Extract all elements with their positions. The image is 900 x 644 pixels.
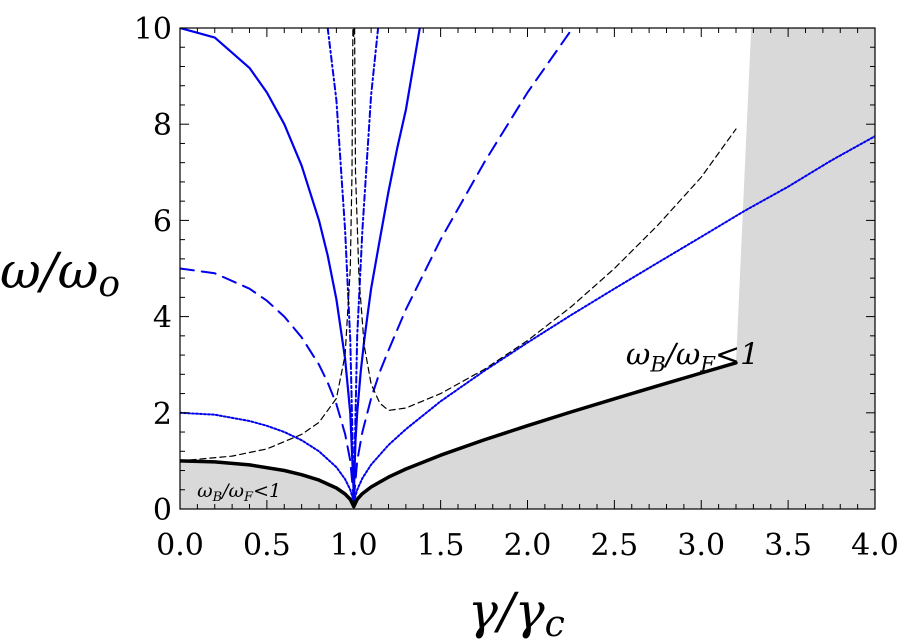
- region-left: [180, 460, 354, 509]
- y-tick-label: 10: [134, 12, 172, 47]
- x-tick-label: 1.0: [330, 528, 378, 563]
- series-layer: [180, 28, 875, 509]
- x-tick-label: 1.5: [417, 528, 465, 563]
- series-line-boundary-10: [180, 361, 738, 509]
- region-right: [353, 28, 875, 509]
- series-line-thin-dashed-8: [180, 28, 354, 462]
- y-tick-label: 6: [153, 204, 172, 239]
- y-tick-label: 0: [153, 493, 172, 528]
- x-axis-title: γ/γc: [468, 582, 565, 644]
- x-tick-label: 2.5: [591, 528, 639, 563]
- series-line-dashed-2: [180, 267, 355, 501]
- series-line-dotted-5: [352, 135, 875, 503]
- annotation-small: ωB/ωF<1: [197, 480, 281, 505]
- y-axis-title: ω/ωo: [0, 242, 120, 305]
- x-tick-label: 3.0: [677, 528, 725, 563]
- series-line-dashed-3: [352, 28, 574, 501]
- tick-labels: 0.0 0.5 1.0 1.5 2.0 2.5 3.0 3.5 4.0 0 2 4 6 8 10: [134, 12, 899, 563]
- series-line-dotted-4: [180, 411, 355, 503]
- x-tick-label: 3.5: [764, 528, 812, 563]
- annotation-large: ωB/ωF<1: [626, 338, 759, 377]
- tick-marks: [179, 27, 876, 510]
- series-line-dotdash-7: [352, 28, 380, 496]
- series-line-dotdash-6: [326, 28, 355, 496]
- x-tick-label: 0.0: [156, 528, 204, 563]
- shaded-regions: [180, 28, 875, 509]
- series-line-solid-1: [352, 28, 421, 496]
- y-tick-label: 2: [153, 397, 172, 432]
- x-tick-label: 0.5: [243, 528, 291, 563]
- y-tick-label: 4: [153, 301, 172, 336]
- y-tick-label: 8: [153, 108, 172, 143]
- x-tick-label: 4.0: [851, 528, 899, 563]
- series-line-thin-dashed-9: [354, 28, 737, 411]
- series-line-solid-0: [180, 28, 355, 496]
- annotations: ωB/ωF<1 ωB/ωF<1: [197, 338, 759, 505]
- x-tick-label: 2.0: [504, 528, 552, 563]
